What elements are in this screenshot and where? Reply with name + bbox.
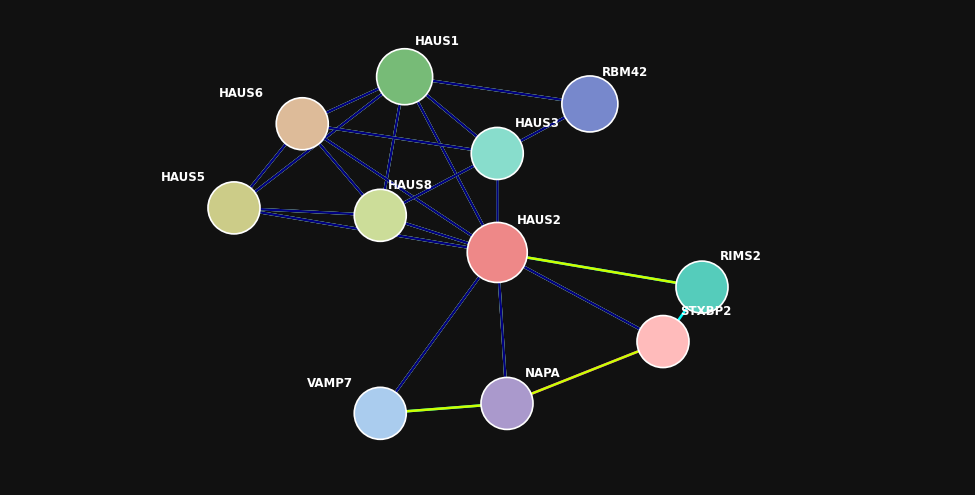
Ellipse shape [467, 222, 527, 283]
Ellipse shape [471, 127, 524, 180]
Ellipse shape [354, 387, 407, 440]
Ellipse shape [562, 76, 618, 132]
Ellipse shape [208, 182, 260, 234]
Text: HAUS1: HAUS1 [414, 35, 459, 48]
Ellipse shape [637, 315, 689, 368]
Text: HAUS6: HAUS6 [219, 87, 264, 100]
Ellipse shape [276, 98, 329, 150]
Ellipse shape [354, 189, 407, 242]
Text: RBM42: RBM42 [602, 66, 647, 79]
Text: RIMS2: RIMS2 [720, 250, 761, 263]
Text: HAUS5: HAUS5 [161, 171, 206, 184]
Ellipse shape [376, 49, 433, 105]
Text: VAMP7: VAMP7 [307, 377, 353, 390]
Text: STXBP2: STXBP2 [681, 305, 732, 318]
Ellipse shape [676, 261, 728, 313]
Text: HAUS8: HAUS8 [388, 179, 433, 192]
Text: NAPA: NAPA [525, 367, 561, 380]
Text: HAUS2: HAUS2 [517, 214, 562, 227]
Ellipse shape [481, 377, 533, 430]
Text: HAUS3: HAUS3 [515, 117, 560, 130]
